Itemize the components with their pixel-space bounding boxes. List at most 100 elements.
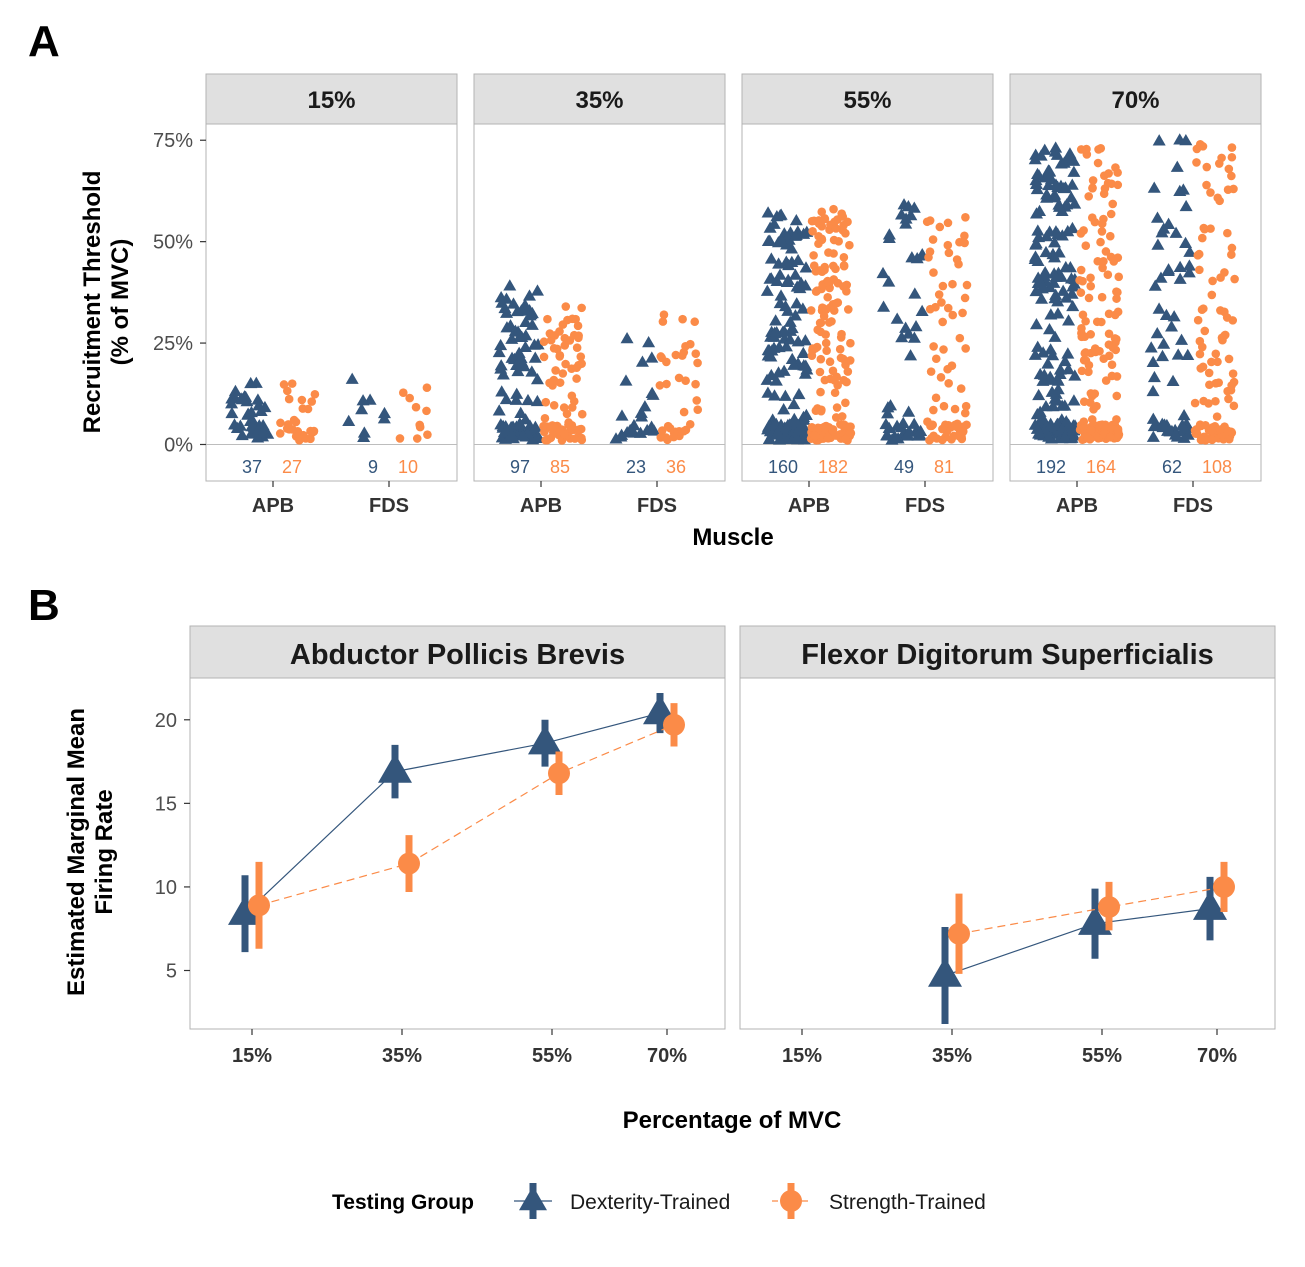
facet-title: 15% [307,87,355,114]
dexterity-point [876,266,890,279]
dexterity-point [1168,428,1182,440]
dexterity-point [1028,250,1042,262]
panel-label-a: A [28,17,60,66]
dexterity-point [1031,224,1045,236]
dexterity-point [528,420,542,432]
strength-point [811,344,820,353]
dexterity-point [1144,341,1158,353]
strength-point [545,422,555,432]
dexterity-point [1043,322,1057,335]
strength-points-fds [395,383,432,443]
dexterity-point [252,399,266,411]
dexterity-point [1040,230,1054,242]
x-axis-title: Muscle [692,524,773,551]
count-label: 182 [818,457,848,477]
dexterity-point [1179,236,1193,248]
count-label: 36 [666,457,686,477]
strength-point [831,224,841,233]
strength-point [658,317,668,326]
count-label: 160 [768,457,798,477]
y-tick-label: 50% [153,232,193,254]
dexterity-point [492,404,506,416]
strength-point [693,405,703,415]
strength-point [422,383,432,392]
dexterity-point [907,201,921,213]
strength-point [1222,313,1232,322]
dexterity-point [503,279,517,291]
strength-point [948,279,957,289]
dexterity-point [1065,178,1079,190]
strength-points-apb [1075,144,1124,444]
dexterity-point [1058,430,1072,443]
strength-points-apb [275,379,320,445]
dexterity-point [777,325,791,337]
dexterity-point [1159,308,1173,320]
strength-point [1199,304,1208,313]
strength-point [1097,317,1106,327]
dexterity-point [1038,143,1052,155]
count-label: 37 [242,457,262,477]
strength-point [1215,425,1225,434]
strength-point [1208,276,1217,286]
dexterity-point [525,306,539,319]
dexterity-point [1061,224,1075,237]
strength-point [310,389,320,399]
strength-point [543,314,552,324]
strength-points-fds [655,310,703,445]
dexterity-point [1183,245,1197,257]
strength-point [655,381,665,390]
strength-point [929,342,938,351]
strength-point [662,379,671,389]
strength-point [832,403,842,412]
x-tick-label: 15% [232,1045,272,1067]
strength-point [922,217,932,227]
dexterity-point [1049,178,1063,190]
dexterity-point [1049,288,1063,300]
dexterity-point [765,344,779,356]
dexterity-point [787,358,801,370]
dexterity-point [773,433,787,445]
strength-point [574,333,583,343]
dexterity-point [1175,418,1189,430]
legend: Testing Group Dexterity-Trained Strength-T… [332,1183,986,1219]
strength-point [555,426,565,436]
dexterity-point [881,401,895,413]
dexterity-point [788,309,802,321]
strength-point [841,398,850,408]
strength-point [558,369,568,378]
strength-point [1095,346,1104,356]
strength-point [944,379,953,388]
strength-point [961,213,970,222]
count-label: 192 [1036,457,1066,477]
strength-point [846,422,855,431]
dexterity-point [645,386,659,399]
strength-point [956,384,966,393]
strength-point [934,290,944,299]
dexterity-point [357,430,371,442]
dexterity-points-apb [760,206,814,445]
dexterity-point [1032,388,1046,401]
dexterity-point [764,350,778,362]
strength-point [1106,423,1116,432]
strength-point [1223,426,1233,436]
strength-point [422,406,431,416]
strength-point [568,314,577,324]
strength-point [808,227,817,236]
series-line [244,712,661,915]
strength-point [846,338,855,348]
strength-point [1190,398,1200,408]
x-tick-label: 55% [1082,1045,1122,1067]
strength-point [938,424,947,434]
strength-marker [663,713,685,736]
strength-point [843,305,853,314]
strength-point [423,430,432,439]
dexterity-point [525,318,539,330]
strength-point [1097,219,1107,229]
strength-point [811,287,821,296]
dexterity-point [498,301,512,314]
strength-point [962,280,972,290]
dexterity-point [1155,226,1169,238]
strength-point [835,344,845,354]
strength-point [1211,396,1220,406]
strength-point [690,317,700,327]
